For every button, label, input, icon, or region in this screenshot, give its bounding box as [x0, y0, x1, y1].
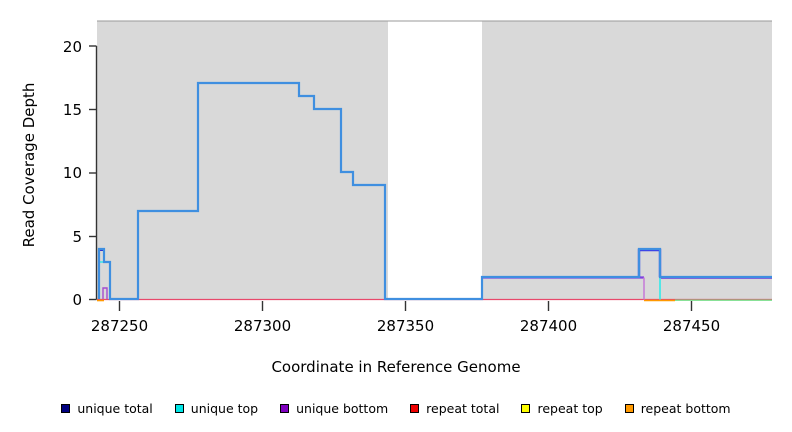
- y-tick-labels: 0 5 10 15 20: [63, 38, 82, 309]
- x-tick-287450: 287450: [663, 317, 720, 335]
- legend-swatch-icon: [280, 403, 290, 413]
- legend-label: repeat bottom: [640, 400, 731, 416]
- legend-item-unique-bottom: unique bottom: [280, 401, 388, 416]
- legend-item-repeat-top: repeat top: [521, 400, 603, 416]
- x-tick-287300: 287300: [234, 317, 291, 335]
- y-tick-20: 20: [63, 38, 82, 56]
- x-tick-287250: 287250: [91, 317, 148, 335]
- x-tick-287400: 287400: [520, 317, 577, 335]
- legend-label: unique top: [190, 400, 259, 416]
- y-tick-10: 10: [63, 164, 82, 182]
- y-tick-5: 5: [72, 228, 82, 246]
- legend-swatch-icon: [174, 403, 184, 413]
- x-tick-287350: 287350: [377, 317, 434, 335]
- legend-label: repeat top: [537, 400, 603, 416]
- y-axis-label: Read Coverage Depth: [20, 82, 38, 248]
- legend-item-unique-top: unique top: [174, 400, 259, 416]
- legend-label: unique bottom: [296, 400, 389, 416]
- legend-swatch-icon: [521, 403, 531, 413]
- legend-label: repeat total: [426, 400, 500, 416]
- legend-item-unique-total: unique total: [61, 400, 153, 416]
- shaded-regions: [97, 20, 772, 300]
- x-tick-labels: 287250 287300 287350 287400 287450: [91, 317, 720, 335]
- y-tick-0: 0: [72, 291, 82, 309]
- legend-label: unique total: [77, 400, 153, 416]
- chart-legend: unique total unique top unique bottom re…: [0, 396, 792, 420]
- legend-swatch-icon: [410, 403, 420, 413]
- legend-item-repeat-total: repeat total: [410, 401, 499, 416]
- x-axis-label: Coordinate in Reference Genome: [271, 358, 521, 376]
- legend-item-repeat-bottom: repeat bottom: [624, 400, 731, 416]
- coverage-step-trace: [97, 81, 772, 301]
- legend-swatch-icon: [624, 403, 634, 413]
- y-tick-15: 15: [63, 101, 82, 119]
- axis-lines: [89, 45, 693, 311]
- legend-swatch-icon: [61, 403, 71, 413]
